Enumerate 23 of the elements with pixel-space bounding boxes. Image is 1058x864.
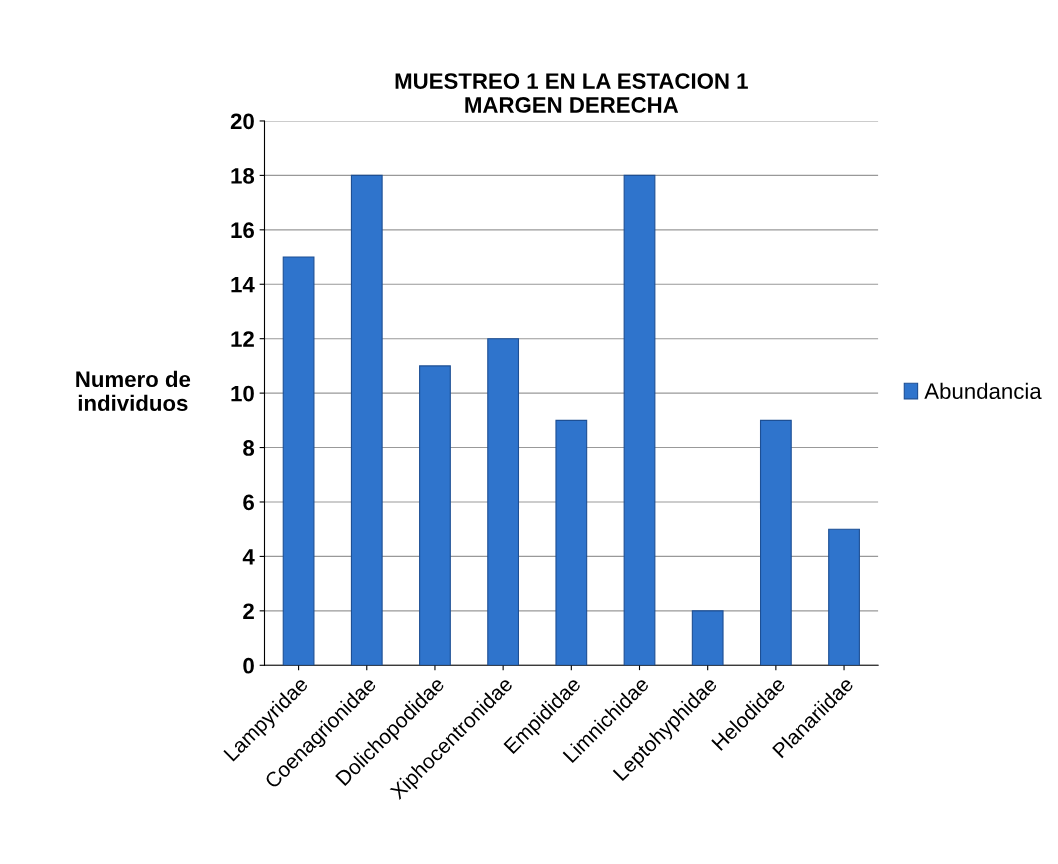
bar — [691, 610, 724, 666]
y-tick-label: 16 — [231, 222, 254, 239]
chart-title: MUESTREO 1 EN LA ESTACION 1 MARGEN DERECHA — [395, 73, 748, 113]
bar — [487, 338, 520, 666]
bar — [828, 528, 860, 666]
bar — [282, 256, 315, 666]
y-tick-label: 20 — [230, 113, 254, 130]
bar — [623, 174, 656, 666]
y-axis-title: Numero de individuos — [76, 370, 191, 412]
y-tick-label: 0 — [243, 657, 254, 674]
y-tick-label: 18 — [231, 167, 255, 184]
y-tick-label: 4 — [242, 549, 255, 565]
y-tick-label: 12 — [231, 331, 254, 347]
y-tick-label: 6 — [243, 494, 254, 511]
y-tick-label: 10 — [231, 385, 254, 402]
legend-label: Abundancia — [924, 382, 1042, 400]
y-tick-label: 8 — [243, 440, 255, 456]
bar — [759, 419, 792, 666]
y-tick-label: 14 — [231, 277, 255, 293]
y-tick-label: 2 — [243, 603, 254, 619]
bar — [350, 174, 383, 666]
bar — [555, 419, 588, 666]
bar — [419, 365, 451, 666]
